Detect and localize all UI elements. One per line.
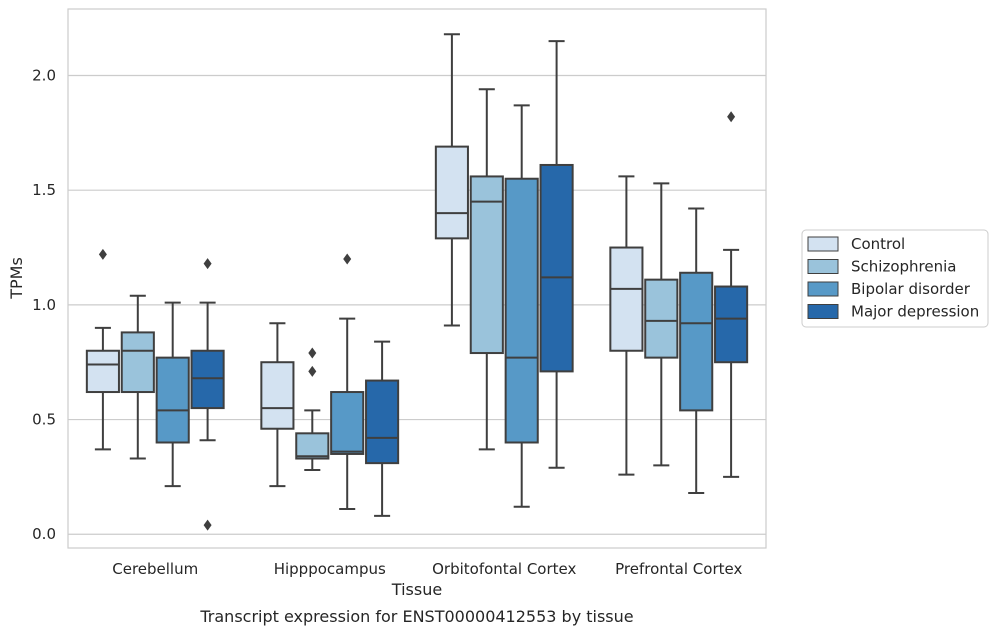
box-group <box>679 207 714 494</box>
box <box>85 349 120 394</box>
legend-label: Schizophrenia <box>851 258 956 276</box>
box-group <box>295 347 330 472</box>
box-group <box>539 40 574 469</box>
x-tick-label: Prefrontal Cortex <box>615 560 742 578</box>
legend-frame <box>801 229 989 328</box>
plot-frame <box>67 8 767 549</box>
box-group <box>120 294 155 460</box>
box-group <box>190 258 225 531</box>
legend-swatch <box>807 236 839 252</box>
outlier-point <box>343 253 352 265</box>
box <box>644 278 679 359</box>
box-group <box>714 111 749 478</box>
legend-swatch <box>807 281 839 297</box>
box-group <box>155 301 190 488</box>
box <box>260 361 295 430</box>
box-group <box>365 340 400 517</box>
outlier-point <box>308 347 317 359</box>
x-axis-label: Tissue <box>391 580 442 599</box>
box <box>539 163 574 373</box>
box <box>120 331 155 394</box>
box <box>155 356 190 444</box>
box <box>295 432 330 460</box>
x-tick-label: Hipppocampus <box>274 560 386 578</box>
box <box>365 379 400 465</box>
box <box>714 285 749 364</box>
box-group <box>644 182 679 467</box>
legend-items: Control Schizophrenia Bipolar disorder Majo… <box>807 235 979 321</box>
outlier-point <box>308 365 317 377</box>
box-group <box>330 253 365 511</box>
box <box>469 175 504 355</box>
y-tick-label: 1.0 <box>32 296 56 314</box>
box-group <box>85 248 120 451</box>
outlier-point <box>98 248 107 260</box>
y-tick-label: 0.5 <box>32 411 56 429</box>
y-tick-label: 0.0 <box>32 525 56 543</box>
x-tick-labels: Cerebellum Hipppocampus Orbitofontal Corte… <box>112 560 742 578</box>
box <box>504 177 539 444</box>
y-axis-label: TPMs <box>7 257 26 300</box>
outlier-point <box>203 258 212 270</box>
outlier-point <box>203 519 212 531</box>
y-tick-label: 2.0 <box>32 67 56 85</box>
box-group <box>609 175 644 476</box>
box-group <box>434 33 469 327</box>
legend-swatch <box>807 259 839 274</box>
box-group <box>260 322 295 488</box>
x-tick-label: Orbitofontal Cortex <box>432 560 576 578</box>
legend-label: Control <box>851 235 905 253</box>
y-tick-label: 1.5 <box>32 181 56 199</box>
legend-label: Major depression <box>851 303 979 321</box>
legend-swatch <box>807 304 839 319</box>
box-group <box>504 104 539 508</box>
outlier-point <box>727 111 736 123</box>
x-tick-label: Cerebellum <box>112 560 198 578</box>
legend-label: Bipolar disorder <box>851 280 971 298</box>
chart-caption: Transcript expression for ENST0000041255… <box>199 607 633 626</box>
legend: Control Schizophrenia Bipolar disorder Majo… <box>801 229 989 328</box>
box <box>679 271 714 412</box>
box <box>609 246 644 352</box>
y-tick-labels: 0.0 0.5 1.0 1.5 2.0 <box>32 67 56 544</box>
box <box>330 391 365 455</box>
box-group <box>469 88 504 451</box>
box <box>434 145 469 240</box>
box-groups <box>85 33 749 531</box>
box <box>190 349 225 410</box>
